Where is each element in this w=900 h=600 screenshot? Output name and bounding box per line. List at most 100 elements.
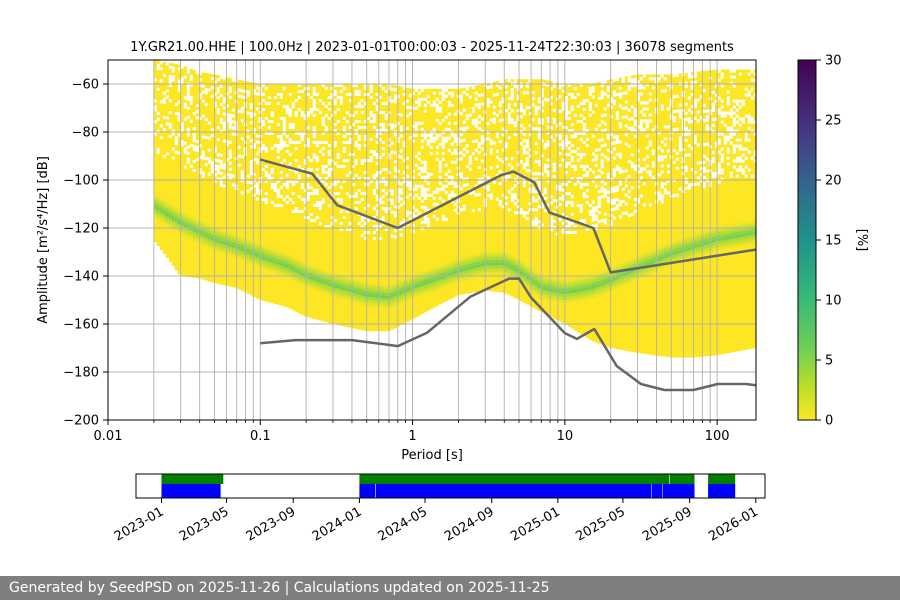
psd-density-cell [678,244,683,248]
psd-density-cell [180,213,185,217]
psd-gap [156,117,161,121]
psd-gap [159,124,164,128]
psd-gap [312,126,317,129]
psd-density-cell [432,278,437,282]
psd-density-cell [663,246,668,250]
psd-gap [288,180,293,183]
psd-gap [618,86,623,90]
psd-density-cell [630,260,635,264]
psd-gap [246,93,251,97]
psd-gap [333,99,338,102]
psd-density-cell [573,289,578,293]
psd-gap [363,207,368,210]
psd-density-cell [498,262,503,266]
psd-gap [672,110,677,114]
psd-gap [312,153,317,156]
psd-gap [246,129,251,133]
psd-density-cell [741,242,746,246]
psd-gap [558,197,563,201]
psd-density-cell [372,303,377,307]
psd-gap [513,121,518,125]
psd-gap [594,175,599,179]
psd-gap [522,211,527,215]
psd-gap [387,87,392,91]
psd-gap [414,187,419,191]
psd-gap [273,144,278,147]
psd-gap [486,194,491,198]
psd-gap [561,125,566,129]
psd-density-cell [687,253,692,257]
psd-density-cell [687,256,692,260]
psd-gap [363,102,368,105]
psd-gap [375,204,380,207]
psd-gap [561,230,566,234]
psd-density-cell [468,257,473,261]
psd-gap [624,124,629,128]
psd-column [738,69,743,351]
psd-gap [300,198,305,201]
psd-gap [717,150,722,154]
psd-density-cell [288,257,293,261]
psd-density-cell [516,269,521,273]
psd-gap [609,133,614,137]
psd-gap [732,120,737,124]
psd-gap [600,171,605,175]
availability-green-segment [359,474,669,484]
psd-gap [567,129,572,132]
psd-gap [558,122,563,126]
psd-density-cell [423,291,428,294]
psd-gap [612,216,617,220]
psd-gap [633,167,638,171]
psd-gap [183,105,188,109]
psd-gap [549,195,554,199]
psd-gap [594,223,599,227]
psd-density-cell [723,246,728,250]
psd-density-cell [657,255,662,259]
psd-density-cell [261,259,266,263]
psd-density-cell [648,267,653,271]
psd-column [270,84,275,304]
psd-gap [552,138,557,142]
availability-green-segment [708,474,736,484]
psd-density-cell [591,283,596,286]
psd-density-cell [624,272,629,276]
psd-density-cell [402,298,407,302]
x-axis-label: Period [s] [401,448,463,463]
psd-density-cell [318,276,323,280]
psd-density-cell [750,241,755,245]
psd-density-cell [606,280,611,284]
psd-gap [564,111,569,114]
psd-gap [306,111,311,114]
psd-gap [327,168,332,171]
psd-gap [600,165,605,169]
psd-gap [186,88,191,92]
psd-gap [729,132,734,136]
psd-gap [579,165,584,168]
psd-column [699,71,704,357]
psd-gap [609,151,614,155]
psd-column [405,87,410,322]
psd-gap [327,186,332,189]
psd-density-cell [303,277,308,281]
psd-gap [468,155,473,159]
psd-density-cell [360,286,365,290]
psd-gap [204,103,209,107]
psd-density-cell [534,288,539,292]
psd-density-cell [228,252,233,256]
psd-density-cell [738,237,743,241]
psd-density-cell [687,250,692,254]
psd-gap [306,168,311,171]
psd-density-cell [540,283,545,287]
psd-gap [330,195,335,198]
psd-gap [642,113,647,117]
psd-density-cell [507,268,512,272]
psd-gap [696,98,701,102]
psd-gap [216,111,221,115]
psd-gap [375,174,380,177]
psd-density-cell [375,291,380,295]
psd-density-cell [732,241,737,245]
psd-gap [735,99,740,103]
psd-gap [372,153,377,156]
psd-density-cell [417,278,422,282]
psd-gap [597,202,602,206]
